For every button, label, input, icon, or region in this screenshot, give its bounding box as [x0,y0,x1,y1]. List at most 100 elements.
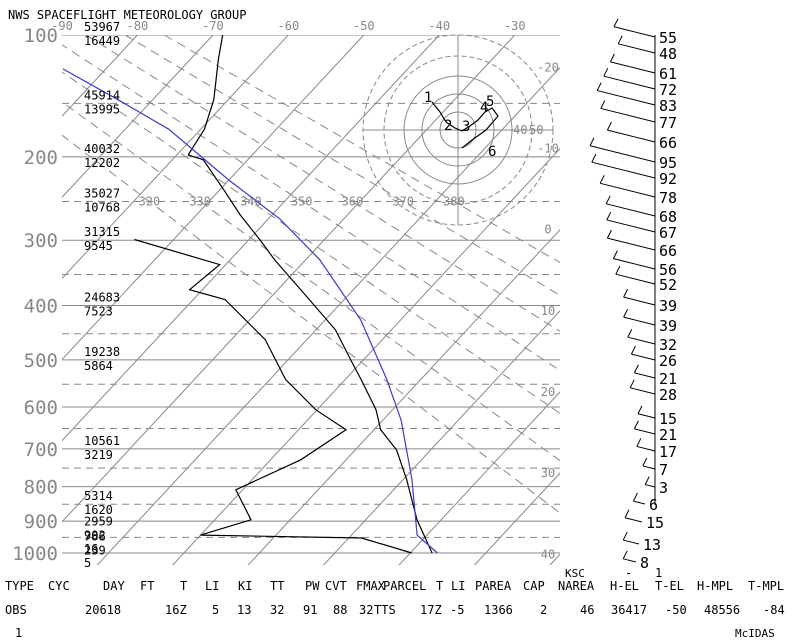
wind-barb [589,145,656,163]
wind-speed: 7 [659,461,668,479]
table-value: 20618 [85,603,121,617]
wind-barb [607,237,656,251]
wind-profile: 5548617283776695927868676656523939322621… [589,18,677,572]
table-value: 91 [303,603,317,617]
wind-barb [623,539,640,545]
wind-barb-tick [605,195,611,205]
wind-speed: 68 [659,208,677,226]
wind-barb-tick [612,250,618,259]
hodo-trace [431,101,499,149]
table-header: FT [140,579,154,593]
wind-barb-tick [627,328,633,338]
wind-barb [591,161,656,179]
table-value: 46 [580,603,594,617]
x-tick-label-right: 20 [541,385,555,399]
wind-speed: 28 [659,386,677,404]
wind-barb-tick [642,457,648,467]
wind-speed: 8 [640,554,649,572]
wind-barb-tick [600,100,606,109]
wind-barb [618,43,656,54]
table-header: LI [205,579,219,593]
wind-barb-tick [630,345,636,355]
wind-speed: 48 [659,45,677,63]
height-meters: 13995 [84,102,120,116]
table-value: 13 [237,603,251,617]
table-value: -50 [665,603,687,617]
wind-barb-tick [624,509,630,518]
profile-line [187,34,433,554]
wind-speed: 3 [659,479,668,497]
x-tick-label-right: 10 [541,304,555,318]
theta-label: 330 [189,195,211,209]
hodo-label: 2 [444,118,452,134]
table-header: DAY [103,579,125,593]
hodo-label: 6 [488,144,496,160]
wind-barb [603,75,656,90]
title: NWS SPACEFLIGHT METEOROLOGY GROUP [8,8,246,22]
height-meters: 10768 [84,201,120,215]
wind-barb [607,129,656,143]
isotherm [62,35,516,523]
x-tick-label-top: -70 [202,19,224,33]
table-header: PAREA [475,579,512,593]
height-feet: 786 [84,529,106,543]
theta-label: 350 [291,195,313,209]
x-tick-label-top: -50 [353,19,375,33]
height-feet: 2959 [84,514,113,528]
wind-barb-tick [622,531,628,541]
height-meters: 5864 [84,359,113,373]
y-tick-label: 500 [24,350,58,372]
wind-barb [623,296,656,306]
wind-barb-tick [633,364,639,374]
wind-speed: 78 [659,189,677,207]
wind-barb-tick [589,137,595,146]
station-mark: 1 [655,566,662,580]
wind-barb-tick [617,35,623,45]
wind-speed: 6 [649,496,658,514]
wind-speed: 21 [659,426,677,444]
wind-barb-tick [596,82,602,91]
dry-adiabat [62,71,560,414]
wind-barb-tick [644,476,650,485]
table-header: LI [451,579,465,593]
wind-barb-tick [636,438,642,447]
table-header: FMAX [356,579,386,593]
wind-speed: 26 [659,352,677,370]
dry-adiabat [62,134,560,514]
wind-barb [613,26,656,38]
wind-speed: 77 [659,114,677,132]
x-tick-label-right: 0 [544,223,551,237]
height-meters: 239 [84,543,106,557]
profile-line [134,238,412,554]
height-meters: 902 [84,528,106,542]
isotherm [247,228,560,565]
wind-speed: 13 [643,536,661,554]
x-tick-label-top: -90 [51,19,73,33]
wind-barb [615,273,656,285]
table-value: OBS [5,603,27,617]
station: KSC [565,567,585,580]
isotherm [62,35,214,199]
footer-left: 1 [15,626,22,640]
table-value: 48556 [704,603,740,617]
wind-barb [613,258,656,270]
wind-barb-tick [606,211,612,221]
wind-barb-tick [603,67,609,77]
dry-adiabat [163,35,560,264]
table-header: T [180,579,187,593]
isotherm [322,310,560,565]
table-value: 32 [359,603,373,617]
y-tick-label: 200 [24,147,58,169]
x-tick-label-top: -30 [504,19,526,33]
wind-barb-tick [606,121,612,131]
wind-speed: 39 [659,297,677,315]
wind-speed: 66 [659,242,677,260]
y-tick-label: 100 [24,25,58,47]
height-feet: 19238 [84,345,120,359]
height-feet: 40032 [84,142,120,156]
y-tick-label: 300 [24,230,58,252]
wind-barb-tick [632,492,638,502]
wind-barb-tick [591,153,597,163]
